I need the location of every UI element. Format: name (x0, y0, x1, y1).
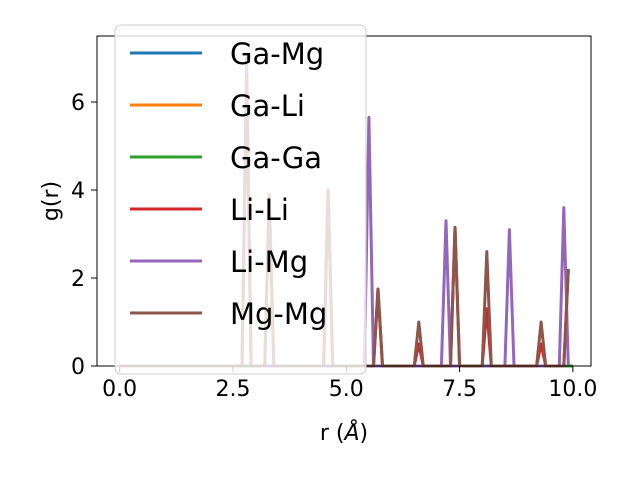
y-axis-label: g(r) (39, 181, 64, 221)
x-tick-label: 0.0 (102, 377, 137, 402)
y-tick-label: 0 (71, 355, 85, 380)
y-tick-label: 2 (71, 267, 85, 292)
legend-label: Li-Li (230, 193, 289, 227)
x-tick-label: 5.0 (329, 377, 364, 402)
x-axis: 0.0 2.5 5.0 7.5 10.0 (102, 366, 597, 402)
y-tick-label: 4 (71, 179, 85, 204)
legend-label: Ga-Mg (230, 37, 324, 71)
x-tick-label: 7.5 (442, 377, 477, 402)
legend-label: Ga-Li (230, 89, 305, 123)
y-axis: 0 2 4 6 (71, 91, 97, 380)
legend: Ga-Mg Ga-Li Ga-Ga Li-Li Li-Mg Mg-Mg (114, 24, 367, 375)
legend-box (114, 24, 367, 375)
x-tick-label: 10.0 (548, 377, 597, 402)
legend-label: Li-Mg (230, 245, 308, 279)
legend-label: Mg-Mg (230, 297, 327, 331)
x-axis-label: r (Å) (320, 419, 368, 446)
legend-label: Ga-Ga (230, 141, 322, 175)
y-tick-label: 6 (71, 91, 85, 116)
x-tick-label: 2.5 (215, 377, 250, 402)
